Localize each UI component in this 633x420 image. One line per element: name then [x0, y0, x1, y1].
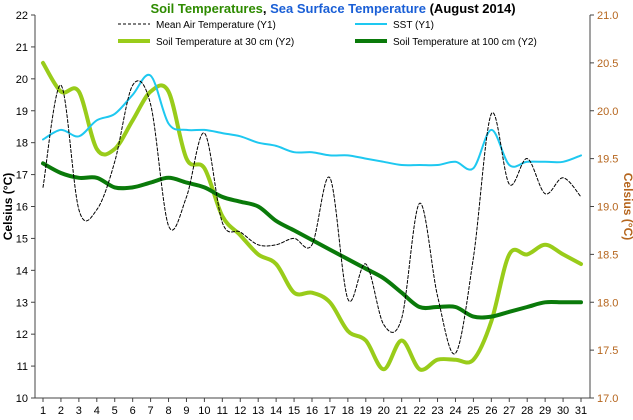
x-tick-label: 11	[217, 405, 228, 417]
y2-tick-label: 20.0	[597, 106, 618, 118]
x-tick-label: 12	[234, 405, 246, 417]
x-tick-label: 29	[539, 405, 551, 417]
x-tick-label: 5	[112, 405, 118, 417]
chart-title: Soil Temperatures, Sea Surface Temperatu…	[150, 1, 515, 16]
x-tick-label: 9	[183, 405, 189, 417]
x-tick-label: 31	[575, 405, 587, 417]
x-tick-label: 6	[130, 405, 136, 417]
chart-title-part: ,	[263, 1, 270, 16]
x-tick-label: 10	[198, 405, 210, 417]
y-tick-label: 17	[16, 170, 28, 182]
x-tick-label: 19	[360, 405, 372, 417]
y-tick-label: 15	[16, 233, 28, 245]
y-tick-label: 16	[16, 202, 28, 214]
legend-label: Soil Temperature at 100 cm (Y2)	[393, 37, 537, 48]
y2-tick-label: 18.0	[597, 297, 618, 309]
x-tick-label: 21	[396, 405, 408, 417]
y-tick-label: 14	[16, 265, 28, 277]
x-tick-label: 16	[306, 405, 318, 417]
x-tick-label: 7	[148, 405, 154, 417]
chart-title-part: Soil Temperatures	[150, 1, 262, 16]
x-tick-label: 24	[449, 405, 461, 417]
x-tick-label: 30	[557, 405, 569, 417]
series-line	[42, 80, 582, 355]
chart-title-part: (August 2014)	[426, 1, 516, 16]
legend-label: Soil Temperature at 30 cm (Y2)	[156, 37, 294, 48]
y-axis-title: Celsius (°C)	[1, 173, 15, 240]
y2-axis-title: Celsius (°C)	[621, 173, 633, 240]
x-tick-label: 22	[413, 405, 425, 417]
x-tick-label: 15	[288, 405, 300, 417]
x-tick-label: 1	[40, 405, 46, 417]
x-tick-label: 26	[485, 405, 497, 417]
y2-tick-label: 17.5	[597, 345, 618, 357]
x-tick-label: 20	[378, 405, 390, 417]
x-tick-label: 14	[270, 405, 282, 417]
series-line	[41, 161, 583, 320]
y-tick-label: 22	[16, 10, 28, 22]
y-tick-label: 18	[16, 138, 28, 150]
x-tick-label: 27	[503, 405, 515, 417]
x-tick-label: 8	[165, 405, 171, 417]
y2-tick-label: 20.5	[597, 58, 618, 70]
y2-tick-label: 17.0	[597, 393, 618, 405]
x-tick-label: 13	[252, 405, 264, 417]
y-tick-label: 13	[16, 297, 28, 309]
legend-label: SST (Y1)	[393, 20, 434, 31]
y2-tick-label: 19.0	[597, 202, 618, 214]
y2-tick-label: 19.5	[597, 154, 618, 166]
y-tick-label: 20	[16, 74, 28, 86]
y-tick-label: 11	[17, 361, 28, 373]
x-tick-label: 4	[94, 405, 100, 417]
y-tick-label: 19	[16, 106, 28, 118]
y2-tick-label: 21.0	[597, 10, 618, 22]
y-tick-label: 12	[16, 329, 28, 341]
x-tick-label: 28	[521, 405, 533, 417]
x-tick-label: 17	[324, 405, 336, 417]
x-tick-label: 2	[58, 405, 64, 417]
chart-title-part: Sea Surface Temperature	[270, 1, 426, 16]
x-tick-label: 25	[467, 405, 479, 417]
x-tick-label: 23	[431, 405, 443, 417]
y2-tick-label: 18.5	[597, 249, 618, 261]
y-tick-label: 21	[16, 42, 28, 54]
x-tick-label: 18	[342, 405, 354, 417]
series-line	[41, 60, 583, 372]
x-tick-label: 3	[76, 405, 82, 417]
y-tick-label: 10	[16, 393, 28, 405]
series-line	[42, 73, 582, 171]
legend-label: Mean Air Temperature (Y1)	[156, 20, 276, 31]
